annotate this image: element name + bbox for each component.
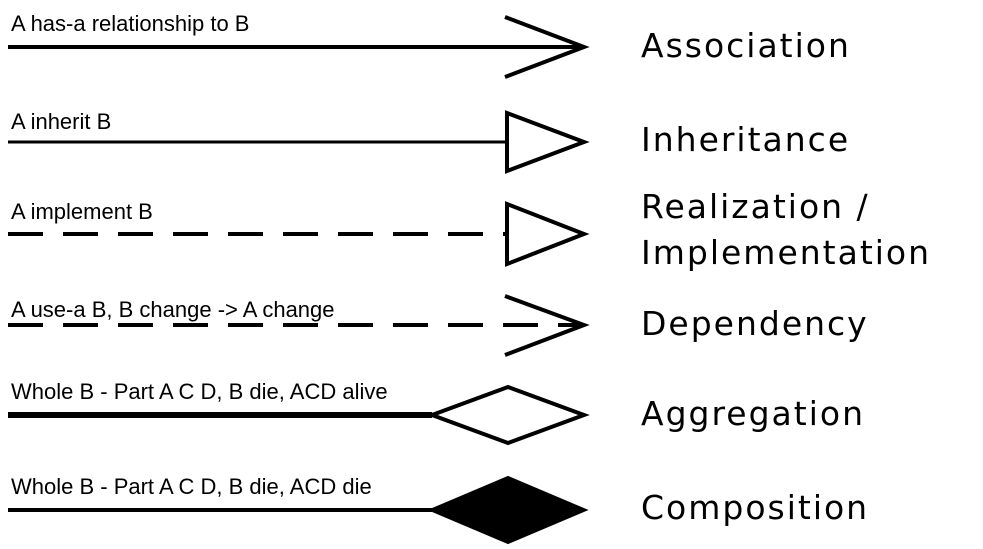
association-label: Association: [641, 26, 851, 65]
composition-connector: [8, 475, 589, 545]
inheritance-label: Inheritance: [641, 120, 851, 159]
dependency-connector: [8, 294, 590, 357]
hollow-triangle-icon: [505, 110, 590, 174]
composition-description: Whole B - Part A C D, B die, ACD die: [11, 474, 372, 499]
open-arrow-icon: [504, 15, 590, 79]
dependency-description: A use-a B, B change -> A change: [11, 297, 335, 322]
association-connector: [8, 15, 590, 79]
realization-description: A implement B: [11, 199, 153, 224]
realization-label-line1: Realization /: [641, 187, 870, 226]
aggregation-label: Aggregation: [641, 394, 865, 433]
aggregation-connector: [8, 384, 590, 446]
open-arrow-icon: [504, 294, 590, 357]
filled-diamond-icon: [427, 475, 589, 545]
hollow-triangle-icon: [505, 201, 590, 267]
inheritance-connector: [8, 110, 590, 174]
hollow-diamond-icon: [426, 384, 590, 446]
dependency-label: Dependency: [641, 304, 869, 343]
association-description: A has-a relationship to B: [11, 11, 250, 36]
inheritance-description: A inherit B: [11, 109, 112, 134]
aggregation-description: Whole B - Part A C D, B die, ACD alive: [11, 379, 388, 404]
composition-label: Composition: [641, 488, 870, 527]
implementation-label-line2: Implementation: [641, 233, 932, 272]
realization-connector: [8, 201, 590, 267]
